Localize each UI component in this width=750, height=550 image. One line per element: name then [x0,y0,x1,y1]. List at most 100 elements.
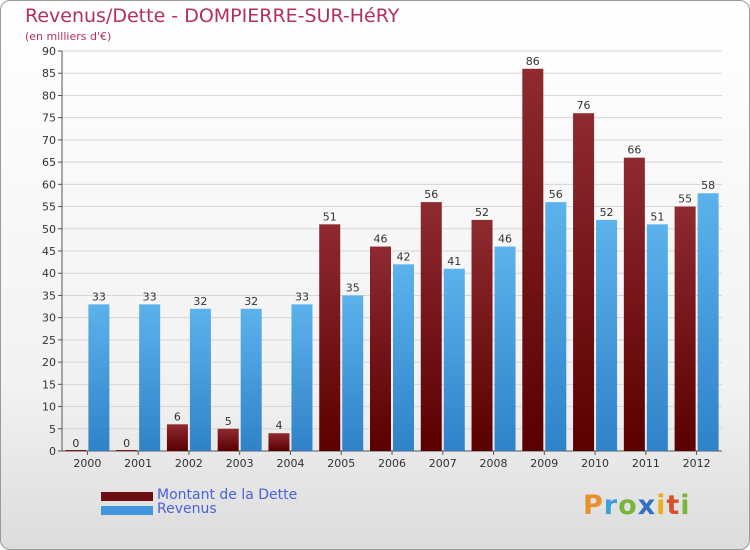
y-tick-label: 45 [42,245,56,258]
logo-letter: i [656,490,667,521]
bar-dette [217,428,239,451]
data-label-dette: 51 [323,210,337,223]
data-label-revenus: 33 [92,290,106,303]
y-tick-label: 15 [42,378,56,391]
proxiti-logo: Proxiti [583,490,691,521]
x-tick-label: 2011 [632,457,660,470]
bar-dette [166,424,188,451]
data-label-dette: 0 [123,437,130,450]
bar-dette [573,113,595,451]
bar-revenus [342,295,364,451]
x-tick-label: 2008 [480,457,508,470]
y-tick-label: 85 [42,67,56,80]
y-tick-label: 80 [42,89,56,102]
legend-swatch-dette [101,492,153,501]
data-label-revenus: 46 [498,233,512,246]
data-label-dette: 55 [678,193,692,206]
data-label-dette: 0 [72,437,79,450]
bar-dette [471,219,493,451]
y-tick-label: 60 [42,178,56,191]
x-tick-label: 2002 [175,457,203,470]
data-label-revenus: 51 [650,210,664,223]
x-tick-label: 2010 [581,457,609,470]
bar-revenus [291,304,313,451]
bar-revenus [494,246,516,451]
legend-label-revenus: Revenus [157,501,217,517]
y-tick-label: 75 [42,112,56,125]
data-label-dette: 4 [275,419,282,432]
data-label-revenus: 42 [397,250,411,263]
bar-dette [420,202,442,451]
data-label-revenus: 41 [447,255,461,268]
y-tick-label: 25 [42,334,56,347]
x-tick-label: 2007 [429,457,457,470]
logo-letter: t [666,490,681,521]
y-tick-label: 65 [42,156,56,169]
x-tick-label: 2012 [683,457,711,470]
bar-revenus [189,308,211,451]
bar-revenus [443,268,465,451]
x-tick-label: 2009 [530,457,558,470]
data-label-revenus: 33 [295,290,309,303]
x-tick-label: 2000 [73,457,101,470]
data-label-dette: 86 [526,55,540,68]
bar-dette [116,450,138,451]
data-label-revenus: 58 [701,179,715,192]
y-tick-label: 35 [42,289,56,302]
bar-revenus [139,304,161,451]
bar-revenus [596,219,618,451]
y-tick-label: 30 [42,312,56,325]
bar-dette [268,433,290,451]
data-label-dette: 6 [174,410,181,423]
data-label-revenus: 35 [346,281,360,294]
bar-revenus [697,193,719,451]
data-label-revenus: 32 [244,295,258,308]
data-label-dette: 52 [475,206,489,219]
x-tick-label: 2005 [327,457,355,470]
legend-swatch-revenus [101,506,153,515]
legend-label-dette: Montant de la Dette [157,487,298,503]
data-label-dette: 46 [374,233,388,246]
bar-revenus [545,202,567,451]
data-label-revenus: 32 [193,295,207,308]
y-tick-label: 20 [42,356,56,369]
bar-revenus [240,308,262,451]
data-label-dette: 76 [577,99,591,112]
logo-letter: r [603,490,619,521]
bar-dette [674,206,696,451]
data-label-dette: 56 [424,188,438,201]
data-label-revenus: 52 [600,206,614,219]
bar-dette [522,68,544,452]
data-label-dette: 66 [627,144,641,157]
logo-letter: o [618,490,638,521]
y-tick-label: 5 [49,423,56,436]
x-tick-label: 2001 [124,457,152,470]
y-tick-label: 90 [42,45,56,58]
y-tick-label: 50 [42,223,56,236]
data-label-revenus: 56 [549,188,563,201]
bar-dette [319,224,341,451]
y-tick-label: 10 [42,401,56,414]
x-tick-label: 2006 [378,457,406,470]
chart-title: Revenus/Dette - DOMPIERRE-SUR-HéRY [25,5,400,27]
data-label-revenus: 33 [143,290,157,303]
logo-letter: P [583,490,604,521]
logo-letter: i [680,490,691,521]
y-tick-label: 55 [42,201,56,214]
bar-dette [65,450,87,451]
data-label-dette: 5 [225,415,232,428]
legend: Montant de la Dette Revenus [101,487,421,521]
x-tick-label: 2003 [226,457,254,470]
logo-letter: x [637,490,657,521]
bar-revenus [393,264,414,451]
y-tick-label: 0 [49,445,56,458]
bar-revenus [646,224,668,451]
chart-subtitle: (en milliers d'€) [25,30,112,43]
bar-dette [623,157,645,451]
bar-revenus [88,304,110,451]
y-tick-label: 70 [42,134,56,147]
y-tick-label: 40 [42,267,56,280]
x-tick-label: 2004 [276,457,304,470]
